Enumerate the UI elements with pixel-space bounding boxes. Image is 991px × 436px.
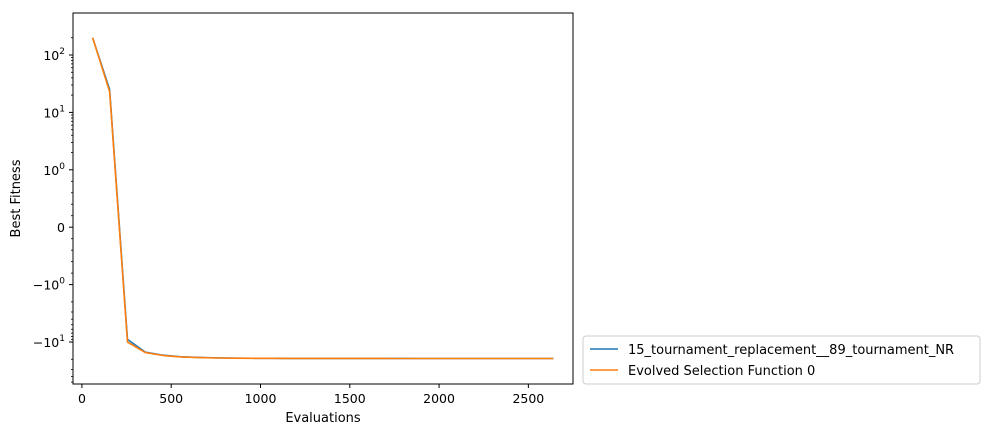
x-tick-label: 2000 (423, 391, 455, 406)
y-tick-label: 0 (57, 220, 65, 235)
x-axis-label: Evaluations (285, 411, 361, 426)
plot-area (72, 12, 574, 385)
x-tick-label: 1500 (334, 391, 366, 406)
plot-frame (72, 12, 574, 385)
y-axis-label: Best Fitness (9, 159, 24, 237)
legend: 15_tournament_replacement__89_tournament… (582, 335, 981, 385)
x-tick-label: 0 (78, 391, 86, 406)
x-tick-label: 500 (159, 391, 183, 406)
x-tick-label: 1000 (245, 391, 277, 406)
series-line-1 (91, 37, 554, 360)
series-line-0 (91, 37, 554, 360)
x-axis-ticks: 0 500 1000 1500 2000 2500 (78, 384, 544, 406)
y-axis-ticks: 102 101 100 0 −100 −101 (33, 37, 73, 383)
y-tick-label: −100 (33, 277, 65, 293)
y-tick-label: 100 (43, 162, 65, 178)
legend-box (582, 335, 981, 385)
y-tick-label: 101 (43, 104, 65, 120)
x-tick-label: 2500 (512, 391, 544, 406)
y-tick-label: −101 (33, 334, 65, 350)
legend-label-1: Evolved Selection Function 0 (628, 364, 815, 379)
y-tick-label: 102 (43, 47, 65, 63)
legend-label-0: 15_tournament_replacement__89_tournament… (628, 343, 954, 358)
